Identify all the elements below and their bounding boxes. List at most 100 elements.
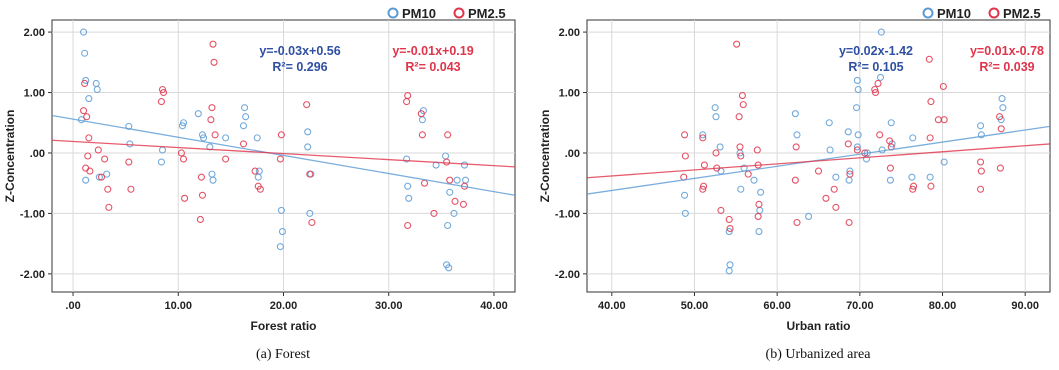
data-point xyxy=(197,173,205,181)
data-point xyxy=(256,185,264,193)
x-tick-label: 40.00 xyxy=(480,300,508,312)
data-point xyxy=(157,98,165,106)
data-point xyxy=(699,134,707,142)
data-point xyxy=(846,167,854,175)
data-point xyxy=(927,182,935,190)
chart-svg-urban: PM10 PM2.5 2.00 1.00 .00 -1.00 -2.00 40.00 50.00… xyxy=(538,6,1051,362)
x-tick-label: 30.00 xyxy=(375,300,403,312)
data-point xyxy=(908,173,916,181)
data-point xyxy=(854,85,862,94)
y-tick-label: -2.00 xyxy=(20,269,45,281)
legend-label: PM2.5 xyxy=(468,6,506,21)
data-point xyxy=(403,155,411,163)
data-point xyxy=(738,92,746,100)
data-point xyxy=(976,122,985,130)
data-point xyxy=(699,131,707,139)
data-point xyxy=(453,176,461,184)
data-point xyxy=(97,173,106,181)
data-point xyxy=(277,206,285,214)
data-point xyxy=(444,131,452,139)
chart-panel-forest: PM10 PM2.5 2.00 1.00 .00 -1.00 -2.00 .00 10.00 20… xyxy=(0,0,520,370)
data-point xyxy=(887,119,895,127)
x-axis-title: Forest ratio xyxy=(250,319,316,333)
data-point xyxy=(977,131,985,139)
y-axis-title: Z-Concentration xyxy=(538,110,552,203)
data-point xyxy=(443,158,451,166)
data-point xyxy=(404,221,412,230)
data-point xyxy=(222,155,230,163)
data-point xyxy=(103,170,111,178)
x-tick-label: 80.00 xyxy=(929,300,957,312)
data-point xyxy=(712,149,720,157)
data-point xyxy=(852,104,861,112)
data-point xyxy=(755,228,763,236)
data-point xyxy=(996,164,1004,172)
y-tick-label: 1.00 xyxy=(559,88,580,100)
data-point xyxy=(725,267,733,275)
data-point xyxy=(681,191,689,199)
data-point xyxy=(792,143,800,151)
data-point xyxy=(94,146,102,154)
data-point xyxy=(276,243,284,251)
data-point xyxy=(977,167,985,175)
data-point xyxy=(725,228,733,236)
data-point xyxy=(239,140,248,148)
data-point xyxy=(304,128,312,136)
data-point xyxy=(874,79,882,88)
data-point xyxy=(793,131,801,139)
data-point xyxy=(95,173,103,181)
data-point xyxy=(700,161,708,169)
trend-line xyxy=(52,114,515,196)
data-point xyxy=(725,215,733,224)
data-point xyxy=(81,49,89,57)
data-point xyxy=(179,119,188,127)
data-point xyxy=(446,176,454,184)
y-tick-label: .00 xyxy=(30,148,45,160)
data-point xyxy=(251,167,259,175)
data-point xyxy=(757,188,765,196)
data-point xyxy=(735,113,743,121)
x-tick-label: .00 xyxy=(65,300,80,312)
y-tick-label: 1.00 xyxy=(24,88,45,100)
data-point xyxy=(996,113,1004,121)
data-point xyxy=(159,88,168,97)
data-point xyxy=(791,110,799,118)
data-point xyxy=(737,185,745,193)
data-point xyxy=(239,122,248,130)
data-point xyxy=(207,116,215,124)
data-point xyxy=(210,58,218,66)
data-point xyxy=(832,203,840,211)
data-point xyxy=(886,164,894,172)
data-point xyxy=(805,212,813,220)
figure-caption: (a) Forest xyxy=(256,347,310,362)
data-point xyxy=(405,194,413,202)
x-tick-label: 70.00 xyxy=(846,300,874,312)
data-point xyxy=(910,182,918,190)
data-point xyxy=(278,228,286,236)
legend-marker-pm10 xyxy=(387,7,399,19)
data-point xyxy=(844,140,852,148)
data-point xyxy=(199,134,208,142)
data-point xyxy=(460,161,469,169)
r-squared-label: R²= 0.296 xyxy=(272,60,327,74)
data-point xyxy=(997,125,1005,133)
data-point xyxy=(926,134,934,142)
legend-label: PM10 xyxy=(402,6,436,21)
data-point xyxy=(716,143,724,151)
data-point xyxy=(876,131,884,139)
data-point xyxy=(699,185,707,193)
chart-svg-forest: PM10 PM2.5 2.00 1.00 .00 -1.00 -2.00 .00 10.00 20… xyxy=(3,6,516,362)
data-point xyxy=(877,28,885,36)
data-point xyxy=(925,55,933,63)
data-point xyxy=(853,76,861,84)
trend-equation: y=0.01x-0.78 xyxy=(970,44,1044,58)
data-point xyxy=(93,85,101,94)
data-point xyxy=(733,40,741,48)
data-point xyxy=(451,197,459,205)
data-point xyxy=(853,146,861,154)
data-point xyxy=(826,146,834,154)
data-point xyxy=(832,173,840,181)
data-point xyxy=(241,104,249,112)
data-point xyxy=(999,104,1007,112)
data-point xyxy=(909,185,917,193)
